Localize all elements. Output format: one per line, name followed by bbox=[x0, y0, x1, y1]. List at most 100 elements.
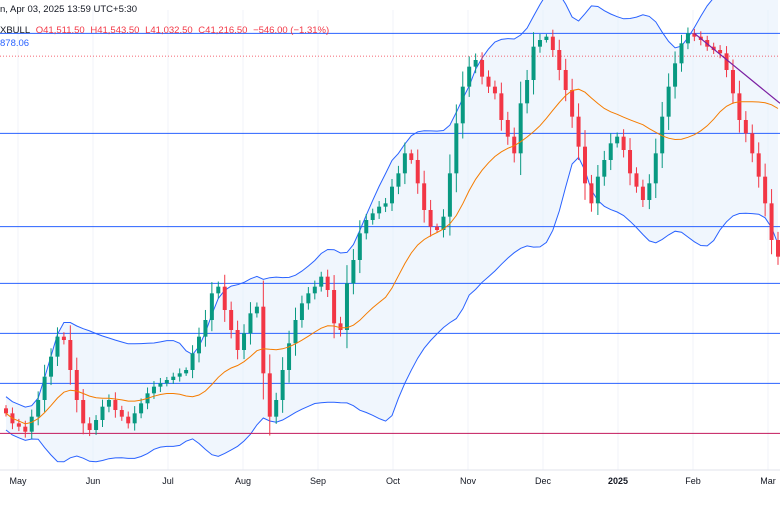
candle-body bbox=[254, 306, 259, 314]
candle-body bbox=[595, 176, 600, 204]
candle bbox=[267, 354, 272, 436]
candle-body bbox=[267, 373, 272, 417]
candle bbox=[679, 34, 684, 72]
candle-body bbox=[750, 133, 755, 154]
candle-body bbox=[692, 33, 697, 37]
candle-body bbox=[428, 210, 433, 227]
candle-body bbox=[505, 120, 510, 137]
x-tick-label: Sep bbox=[310, 476, 326, 486]
candle bbox=[216, 281, 221, 299]
candle bbox=[119, 405, 124, 421]
candle-body bbox=[164, 380, 169, 384]
candle bbox=[190, 345, 195, 379]
candle bbox=[351, 249, 356, 295]
candle bbox=[299, 295, 304, 328]
candle bbox=[492, 80, 497, 100]
candle bbox=[525, 69, 530, 114]
candle bbox=[242, 324, 247, 360]
candle bbox=[126, 411, 131, 429]
candle bbox=[364, 213, 369, 240]
candle bbox=[512, 127, 517, 163]
candle-body bbox=[306, 293, 311, 304]
candle-body bbox=[139, 403, 144, 414]
candle-body bbox=[81, 400, 86, 424]
candle bbox=[589, 174, 594, 212]
candle bbox=[634, 167, 639, 193]
candle bbox=[158, 377, 163, 393]
candle bbox=[396, 165, 401, 195]
candle-body bbox=[23, 426, 28, 432]
candle-body bbox=[763, 176, 768, 204]
candle bbox=[563, 58, 568, 102]
candle-body bbox=[151, 386, 156, 394]
candle bbox=[718, 45, 723, 59]
candle-body bbox=[274, 400, 279, 417]
candle-body bbox=[4, 408, 8, 414]
candle-body bbox=[242, 333, 247, 350]
candle-body bbox=[126, 416, 131, 424]
candle bbox=[428, 199, 433, 237]
x-tick-label: Dec bbox=[535, 476, 552, 486]
candle bbox=[274, 392, 279, 424]
candle-body bbox=[615, 136, 620, 144]
candle bbox=[583, 130, 587, 200]
candle-body bbox=[132, 413, 137, 424]
candle bbox=[737, 80, 742, 133]
candle-body bbox=[743, 120, 748, 134]
candle-body bbox=[209, 293, 214, 320]
candle-body bbox=[229, 310, 234, 330]
candle-body bbox=[460, 86, 465, 124]
candle bbox=[29, 409, 34, 439]
candle bbox=[338, 316, 343, 337]
candle-body bbox=[16, 423, 21, 427]
candle bbox=[254, 302, 259, 318]
candle bbox=[312, 280, 317, 300]
candle bbox=[287, 330, 292, 383]
candle-body bbox=[518, 103, 523, 154]
candle-body bbox=[422, 183, 427, 210]
trend-line bbox=[693, 32, 780, 104]
candle bbox=[454, 104, 459, 193]
candle-body bbox=[525, 80, 530, 104]
candle-body bbox=[776, 240, 780, 257]
candle bbox=[332, 275, 337, 339]
candle bbox=[666, 73, 671, 130]
candle bbox=[653, 138, 658, 199]
candle bbox=[473, 53, 478, 74]
candle bbox=[184, 367, 189, 376]
candle bbox=[776, 231, 780, 265]
candle-body bbox=[537, 40, 542, 47]
candle bbox=[55, 327, 60, 366]
candle-body bbox=[29, 416, 34, 432]
candle-body bbox=[312, 286, 317, 294]
candle bbox=[132, 406, 137, 431]
candle bbox=[415, 149, 420, 194]
candle bbox=[177, 368, 182, 382]
candle bbox=[325, 269, 330, 297]
candle bbox=[550, 29, 555, 57]
candle bbox=[171, 372, 176, 384]
x-tick-label: Jul bbox=[162, 476, 174, 486]
candle-body bbox=[769, 203, 774, 240]
candle bbox=[730, 59, 735, 104]
x-tick-label: Oct bbox=[386, 476, 401, 486]
horizontal-levels bbox=[0, 32, 780, 434]
candle bbox=[113, 392, 118, 418]
candle-body bbox=[473, 60, 478, 67]
candle-body bbox=[531, 46, 536, 80]
candle-body bbox=[87, 423, 92, 430]
candle bbox=[505, 111, 510, 145]
candle-body bbox=[467, 66, 472, 87]
candle-body bbox=[113, 400, 118, 410]
x-tick-label: Feb bbox=[685, 476, 701, 486]
candle bbox=[319, 271, 324, 292]
x-tick-label: Aug bbox=[235, 476, 251, 486]
candle bbox=[544, 34, 549, 43]
candle bbox=[81, 389, 86, 435]
candle bbox=[576, 103, 581, 160]
high-value: H41,543.50 bbox=[90, 25, 140, 36]
candle-body bbox=[402, 153, 407, 174]
candle bbox=[595, 165, 600, 215]
